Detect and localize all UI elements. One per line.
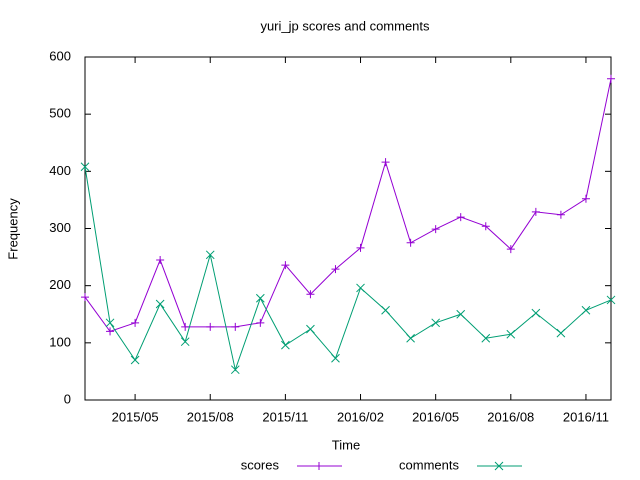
marker — [531, 308, 541, 318]
chart-title: yuri_jp scores and comments — [260, 18, 430, 33]
marker — [506, 245, 515, 254]
marker — [356, 243, 365, 252]
marker — [256, 318, 265, 327]
y-tick-label: 500 — [49, 106, 71, 121]
marker — [481, 222, 490, 231]
marker — [356, 283, 365, 293]
x-tick-label: 2016/02 — [337, 409, 384, 424]
y-axis-label: Frequency — [5, 198, 20, 260]
marker — [456, 213, 465, 222]
marker — [306, 290, 315, 299]
marker — [206, 322, 215, 331]
marker — [281, 261, 290, 270]
marker — [556, 328, 566, 338]
series-line — [84, 78, 612, 332]
marker — [331, 265, 340, 274]
marker — [255, 293, 265, 303]
marker — [181, 322, 190, 331]
marker — [105, 318, 115, 328]
y-tick-label: 100 — [49, 334, 71, 349]
x-tick-label: 2016/08 — [487, 409, 534, 424]
marker — [381, 158, 390, 167]
y-tick-label: 0 — [64, 391, 71, 406]
marker — [281, 340, 290, 350]
y-tick-label: 200 — [49, 277, 71, 292]
x-tick-label: 2016/05 — [412, 409, 459, 424]
x-axis-label: Time — [332, 437, 360, 452]
marker — [130, 355, 140, 365]
marker — [156, 255, 165, 264]
marker — [607, 74, 615, 83]
legend-label: comments — [399, 457, 459, 472]
marker — [81, 293, 89, 302]
legend-label: scores — [241, 457, 280, 472]
marker — [506, 329, 516, 339]
y-tick-label: 600 — [49, 48, 71, 63]
marker — [315, 462, 323, 470]
marker — [494, 461, 504, 471]
marker — [581, 194, 590, 203]
marker — [106, 327, 115, 336]
x-tick-label: 2016/11 — [563, 409, 609, 424]
marker — [406, 238, 415, 247]
marker — [531, 207, 540, 216]
marker — [431, 318, 441, 328]
marker — [381, 305, 390, 315]
marker — [155, 299, 165, 309]
marker — [131, 318, 140, 327]
marker — [456, 309, 466, 319]
marker — [331, 353, 340, 363]
y-tick-label: 300 — [49, 220, 71, 235]
marker — [180, 337, 190, 347]
marker — [431, 225, 440, 234]
marker — [306, 324, 315, 334]
series-line — [84, 166, 612, 372]
marker — [556, 210, 565, 219]
marker — [205, 250, 215, 260]
marker — [406, 333, 415, 343]
marker — [80, 162, 90, 172]
x-tick-label: 2015/08 — [187, 409, 234, 424]
marker — [230, 365, 240, 375]
marker — [606, 295, 616, 305]
marker — [231, 322, 240, 331]
plot-frame — [84, 56, 612, 401]
marker — [581, 305, 591, 315]
x-tick-label: 2015/11 — [262, 409, 308, 424]
y-tick-label: 400 — [49, 163, 71, 178]
x-tick-label: 2015/05 — [112, 409, 159, 424]
marker — [481, 333, 491, 343]
